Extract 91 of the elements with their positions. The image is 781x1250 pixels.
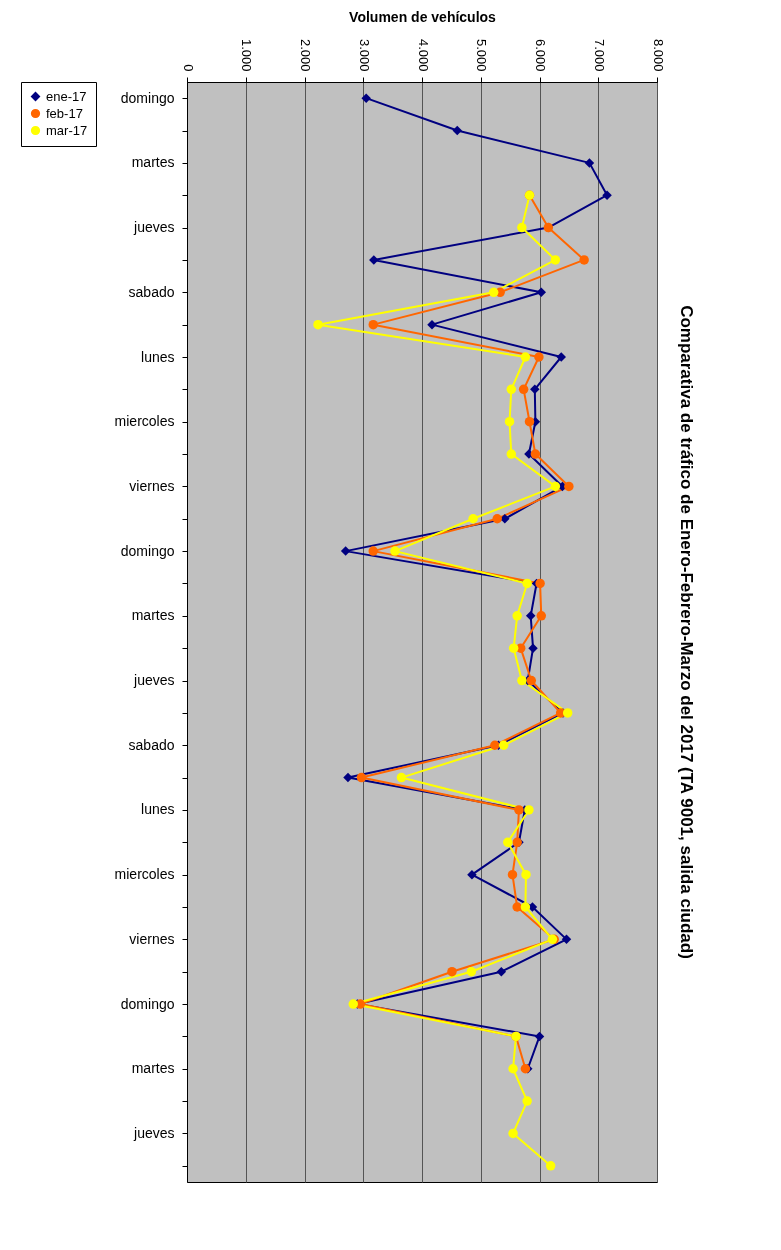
point bbox=[506, 449, 517, 459]
y-tick-label: lunes bbox=[141, 801, 175, 818]
point bbox=[602, 190, 612, 200]
y-tick-label: viernes bbox=[129, 930, 175, 947]
point bbox=[498, 740, 509, 750]
y-tick-label: jueves bbox=[133, 219, 175, 236]
point bbox=[396, 772, 407, 783]
y-tick-label: sabado bbox=[128, 736, 175, 753]
y-tick-label: martes bbox=[131, 607, 175, 624]
point bbox=[550, 255, 561, 265]
point bbox=[518, 384, 529, 395]
y-tick-label: domingo bbox=[120, 89, 175, 106]
point bbox=[512, 902, 522, 912]
point bbox=[508, 1064, 518, 1074]
point bbox=[561, 934, 572, 945]
point bbox=[526, 675, 537, 686]
point bbox=[525, 611, 536, 621]
point bbox=[390, 546, 400, 556]
point bbox=[517, 222, 527, 233]
y-tick-label: miercoles bbox=[114, 866, 175, 883]
point bbox=[496, 966, 507, 977]
y-tick-label: lunes bbox=[141, 348, 175, 365]
point bbox=[564, 481, 574, 492]
point bbox=[313, 319, 323, 330]
point bbox=[466, 966, 477, 977]
point bbox=[520, 902, 531, 912]
point bbox=[536, 287, 547, 298]
point bbox=[507, 869, 518, 880]
point bbox=[452, 125, 462, 136]
point bbox=[535, 578, 545, 589]
point bbox=[500, 514, 510, 524]
point bbox=[447, 966, 457, 977]
point bbox=[520, 352, 531, 362]
y-tick-label: jueves bbox=[133, 1124, 175, 1141]
point bbox=[340, 546, 351, 556]
y-tick-label: miercoles bbox=[114, 413, 175, 430]
x-tick-label: 6.000 bbox=[533, 38, 548, 72]
point bbox=[503, 837, 513, 848]
point bbox=[584, 158, 595, 168]
x-tick-label: 7.000 bbox=[591, 38, 607, 72]
point bbox=[504, 416, 515, 427]
point bbox=[467, 869, 477, 880]
point bbox=[468, 514, 478, 524]
x-axis-title: Volumen de vehículos bbox=[349, 8, 497, 25]
y-tick-label: jueves bbox=[133, 672, 175, 689]
point bbox=[524, 416, 535, 427]
legend-label: ene-17 bbox=[46, 88, 87, 104]
legend-label: mar-17 bbox=[46, 122, 88, 138]
point bbox=[522, 578, 532, 589]
point bbox=[508, 1128, 518, 1139]
point bbox=[368, 319, 378, 330]
x-tick-label: 8.000 bbox=[650, 38, 666, 72]
point bbox=[506, 384, 517, 395]
point bbox=[534, 352, 544, 362]
point bbox=[524, 805, 534, 815]
point bbox=[508, 643, 519, 653]
y-tick-label: domingo bbox=[120, 995, 175, 1012]
point bbox=[536, 611, 547, 621]
text: Comparativa de tráfico de Enero-Febrero-Marzo del 2017 (TA 9001, salida ciudad) bbox=[677, 305, 696, 959]
y-tick-label: martes bbox=[131, 154, 175, 171]
y-tick-label: sabado bbox=[128, 283, 175, 300]
y-tick-label: domingo bbox=[120, 542, 175, 559]
x-tick-label: 2.000 bbox=[298, 38, 313, 72]
x-tick-label: 4.000 bbox=[415, 38, 431, 72]
point bbox=[530, 449, 541, 459]
point bbox=[534, 1031, 545, 1042]
point bbox=[514, 805, 524, 815]
point bbox=[562, 708, 573, 718]
point bbox=[512, 611, 522, 621]
point bbox=[579, 255, 589, 265]
x-tick-label: 3.000 bbox=[356, 38, 372, 72]
point bbox=[550, 481, 561, 492]
x-tick-label: 0 bbox=[180, 64, 196, 72]
y-tick-label: viernes bbox=[129, 477, 175, 494]
y-tick-label: martes bbox=[131, 1060, 175, 1077]
point bbox=[488, 287, 499, 298]
point bbox=[492, 514, 502, 524]
point bbox=[521, 869, 531, 880]
point bbox=[517, 675, 527, 686]
point bbox=[545, 1161, 556, 1171]
point bbox=[368, 546, 378, 556]
point bbox=[348, 999, 359, 1009]
x-tick-label: 1.000 bbox=[239, 38, 255, 72]
point bbox=[427, 319, 437, 330]
x-tick-label: 5.000 bbox=[474, 38, 490, 72]
point bbox=[522, 1096, 532, 1106]
point bbox=[490, 740, 500, 750]
point bbox=[530, 384, 540, 395]
point bbox=[356, 772, 367, 783]
legend-label: feb-17 bbox=[46, 105, 83, 121]
point bbox=[361, 93, 371, 103]
